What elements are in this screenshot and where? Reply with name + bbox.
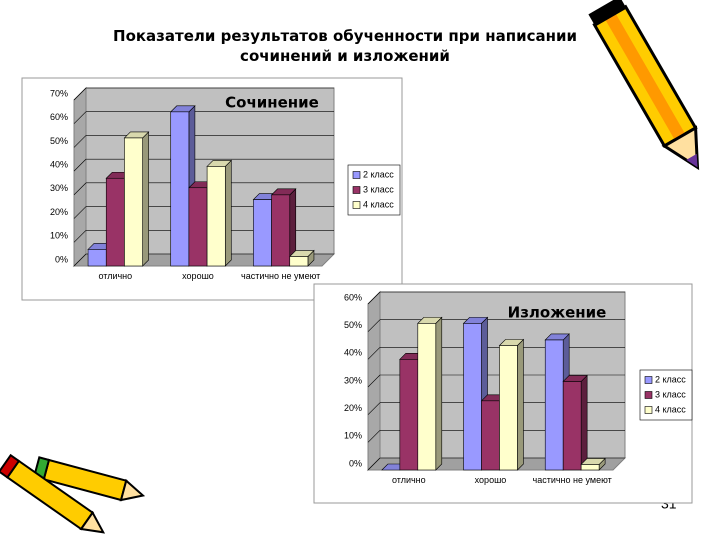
x-tick-label: хорошо [474, 475, 507, 485]
grid-line-side [367, 430, 381, 443]
chart-title: Сочинение [225, 94, 319, 112]
y-tick-label: 0% [349, 458, 362, 468]
y-tick-label: 60% [344, 292, 362, 302]
y-tick-label: 10% [50, 231, 68, 241]
y-tick-label: 30% [50, 183, 68, 193]
bar-side [224, 159, 232, 267]
bar [580, 464, 600, 471]
y-tick-label: 20% [50, 207, 68, 217]
legend-label: 2 класс [655, 374, 686, 384]
pencil-bottom-left-2 [0, 453, 106, 534]
x-tick-label: хорошо [182, 271, 214, 281]
bar [253, 199, 272, 267]
bar [105, 177, 125, 267]
legend-swatch [644, 406, 653, 414]
grid-line-side [367, 291, 381, 305]
chart-title: Изложение [508, 304, 607, 322]
x-tick-label-box: частично не умеют [532, 475, 612, 485]
bar [188, 187, 208, 267]
bar-side [142, 131, 149, 267]
y-tick-label: 40% [50, 160, 68, 170]
bar-side [435, 316, 443, 471]
bar [124, 137, 143, 267]
bar [271, 194, 291, 267]
pencil-bottom-left-1 [32, 456, 146, 502]
slide-title: Показатели результатов обученности при н… [113, 27, 577, 65]
legend-swatch [644, 391, 653, 399]
x-tick-label: отлично [98, 271, 133, 281]
y-tick-label: 70% [50, 88, 68, 98]
bar [399, 359, 419, 471]
x-tick-label-box: отлично [98, 271, 133, 281]
x-tick-label-box: хорошо [474, 475, 507, 485]
x-tick-label-box: хорошо [182, 271, 214, 281]
bar [463, 323, 482, 471]
grid-line-side [367, 347, 381, 360]
grid-line-side [73, 206, 87, 219]
bar [87, 249, 107, 267]
y-tick-label: 0% [55, 254, 68, 264]
y-tick-label: 60% [50, 112, 68, 122]
legend-label: 3 класс [363, 184, 394, 194]
grid-line-side [367, 374, 381, 388]
grid-line-side [73, 111, 87, 124]
bar [544, 339, 564, 471]
grid-line-side [73, 158, 87, 172]
grid-line-side [73, 182, 87, 196]
y-tick-label: 30% [344, 375, 362, 385]
grid-line-side [367, 457, 381, 471]
x-tick-label: отлично [391, 475, 426, 485]
x-tick-label: частично не умеют [532, 475, 612, 485]
legend-label: 2 класс [363, 169, 394, 179]
y-tick-label: 50% [50, 136, 68, 146]
x-tick-label-box: отлично [391, 475, 426, 485]
grid-line-side [367, 402, 381, 415]
legend-label: 4 класс [655, 404, 686, 414]
y-tick-label: 40% [344, 348, 362, 358]
bar [289, 256, 309, 267]
bar [170, 111, 190, 267]
bar [206, 166, 226, 267]
grid-line-side [73, 253, 87, 267]
grid-line-side [73, 135, 87, 148]
legend-swatch [644, 376, 653, 384]
bar [499, 345, 518, 471]
legend-swatch [352, 186, 361, 194]
legend-label: 3 класс [655, 389, 686, 399]
bar-side [580, 374, 588, 471]
grid-line-side [73, 87, 87, 101]
x-tick-label: частично не умеют [241, 271, 321, 281]
y-tick-label: 10% [344, 431, 362, 441]
legend-swatch [352, 201, 361, 209]
bar-side [517, 338, 524, 471]
legend-label: 4 класс [363, 199, 394, 209]
side-wall [73, 86, 87, 268]
x-tick-label-box: частично не умеют [241, 271, 321, 281]
bar [481, 400, 500, 471]
grid-line-side [367, 319, 381, 332]
legend-swatch [352, 171, 361, 179]
y-tick-label: 20% [344, 403, 362, 413]
y-tick-label: 50% [344, 320, 362, 330]
bar [417, 323, 437, 471]
grid-line-side [73, 230, 87, 243]
bar [562, 381, 582, 471]
pencil-top-right [588, 0, 700, 171]
